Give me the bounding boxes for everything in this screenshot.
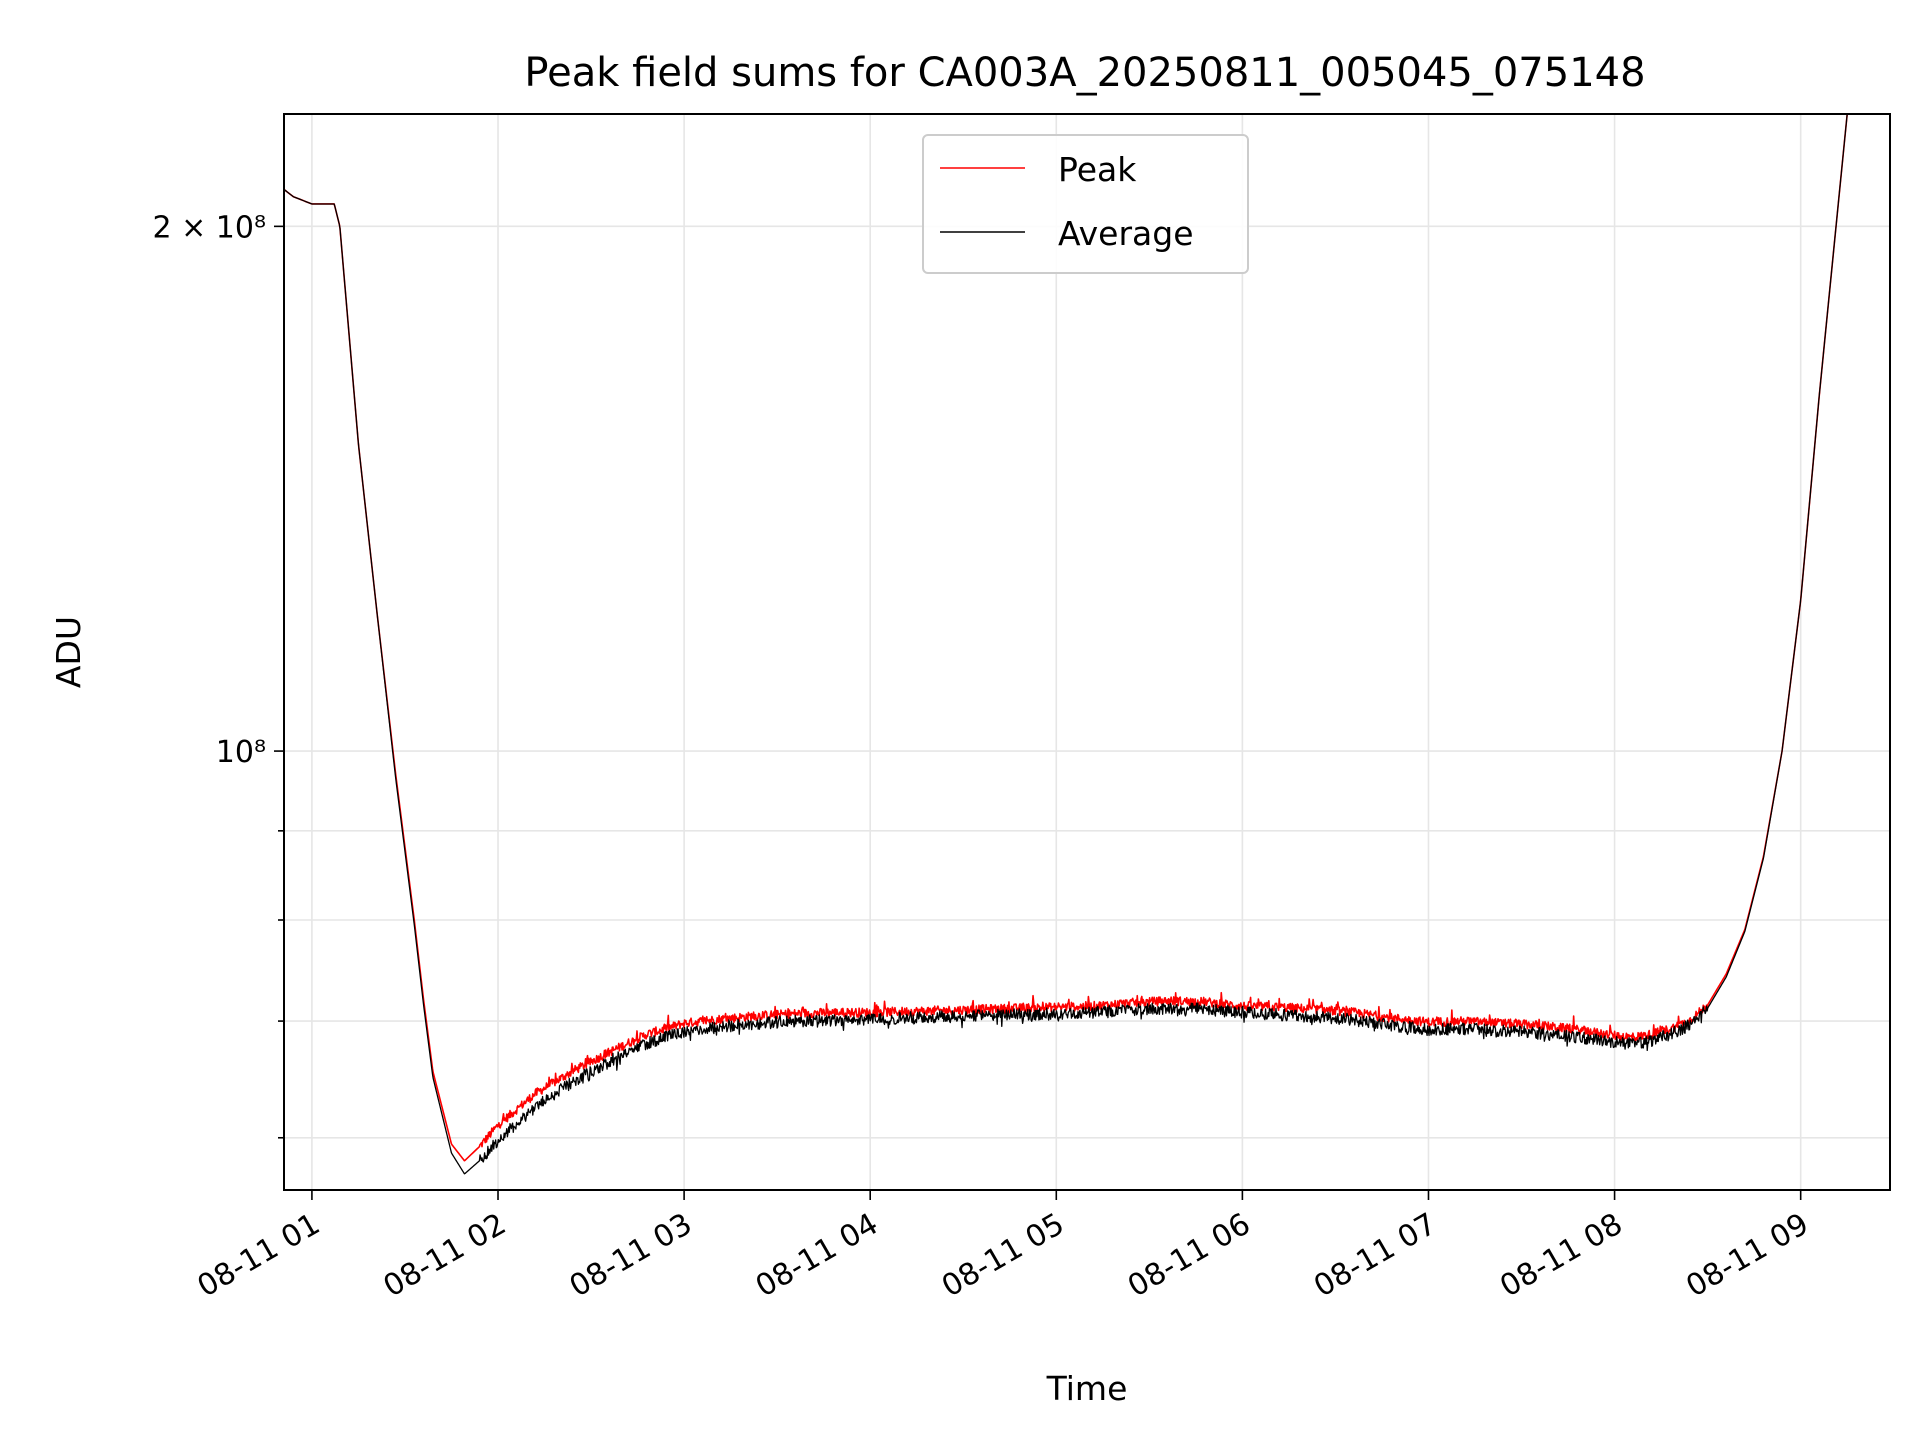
x-tick-label: 08-11 07 [1308, 1207, 1442, 1305]
y-axis-label: ADU [49, 616, 88, 688]
x-tick-label: 08-11 04 [750, 1207, 884, 1305]
series-layer [284, 114, 1848, 1175]
x-tick-label: 08-11 05 [936, 1207, 1070, 1305]
plot-frame [283, 113, 1891, 1191]
y-tick-label: 2 × 10⁸ [153, 210, 267, 245]
x-tick-label: 08-11 06 [1122, 1207, 1256, 1305]
legend: Peak Average [922, 134, 1249, 274]
x-tick-label: 08-11 01 [192, 1207, 326, 1305]
grid [284, 114, 1890, 1190]
y-axis-ticks: 2 × 10⁸ 10⁸ [153, 210, 284, 1139]
series-line-average [284, 114, 1848, 1175]
series-line-peak [284, 114, 1848, 1162]
legend-label-peak: Peak [1058, 150, 1137, 189]
x-tick-label: 08-11 03 [564, 1207, 698, 1305]
chart-title: Peak field sums for CA003A_20250811_0050… [524, 50, 1645, 96]
x-tick-label: 08-11 02 [378, 1207, 512, 1305]
x-axis-ticks: 08-11 01 08-11 02 08-11 03 08-11 04 08-11 05… [192, 1190, 1815, 1304]
x-axis-label: Time [1046, 1369, 1128, 1408]
legend-box [922, 134, 1249, 274]
legend-label-average: Average [1058, 214, 1194, 253]
y-tick-label: 10⁸ [216, 735, 266, 770]
x-tick-label: 08-11 09 [1680, 1207, 1814, 1305]
x-tick-label: 08-11 08 [1494, 1207, 1628, 1305]
